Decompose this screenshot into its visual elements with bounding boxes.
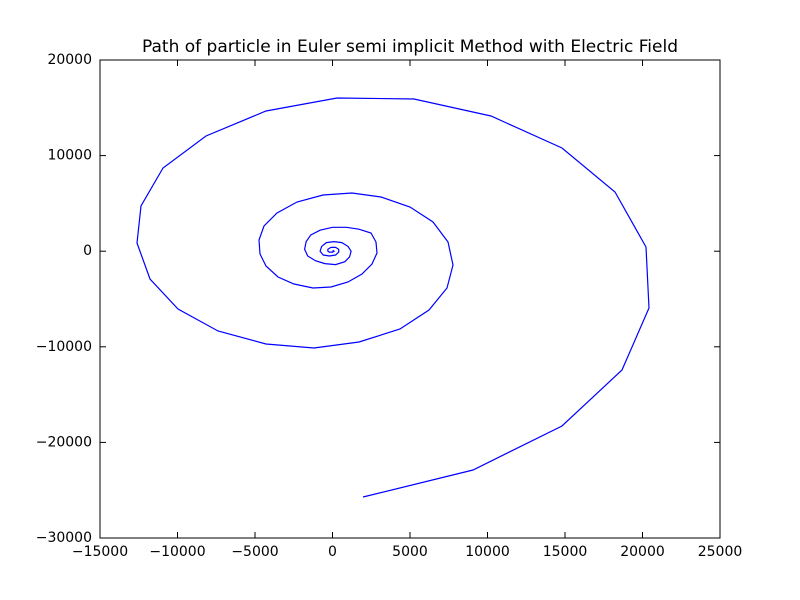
plot-frame [99, 59, 721, 539]
y-tick-label: −30000 [36, 530, 92, 546]
x-tick-label: −5000 [231, 544, 278, 560]
x-tick-label: 5000 [392, 544, 428, 560]
x-tick-label: 15000 [543, 544, 588, 560]
x-tick-label: 20000 [620, 544, 665, 560]
y-tick-label: 10000 [47, 148, 92, 164]
y-tick-label: −20000 [36, 434, 92, 450]
x-tick-label: −10000 [149, 544, 205, 560]
x-tick-label: −15000 [72, 544, 128, 560]
x-tick-label: 0 [328, 544, 337, 560]
y-tick-label: 0 [83, 243, 92, 259]
x-tick-label: 25000 [698, 544, 743, 560]
x-tick-label: 10000 [465, 544, 510, 560]
chart-title: Path of particle in Euler semi implicit … [142, 37, 678, 57]
y-tick-label: −10000 [36, 339, 92, 355]
trajectory-line [136, 97, 650, 498]
y-tick-label: 20000 [47, 52, 92, 68]
